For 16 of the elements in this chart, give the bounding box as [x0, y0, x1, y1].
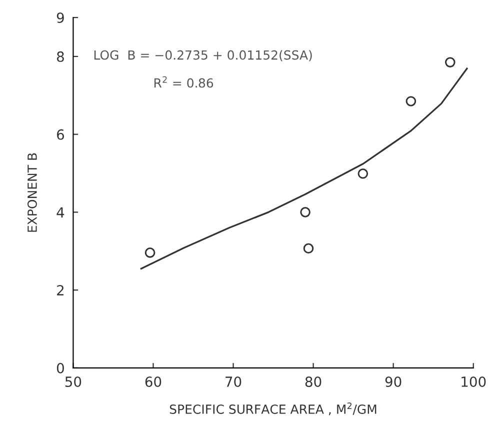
- y-tick-label: 4: [56, 207, 64, 218]
- y-tick-label: 9: [56, 12, 64, 23]
- x-tick-label: 90: [385, 376, 402, 388]
- y-tick-label: 2: [57, 285, 64, 296]
- y-axis-title: EXPONENT B: [27, 153, 37, 232]
- x-tick-label: 100: [462, 376, 486, 388]
- x-tick-label: 80: [305, 376, 322, 388]
- x-axis-title: SPECIFIC SURFACE AREA , M$^{2}$/GM: [170, 402, 376, 416]
- x-tick-label: 70: [226, 376, 242, 388]
- y-tick-label: 0: [56, 362, 64, 374]
- x-tick-label: 50: [65, 376, 82, 388]
- annotation: LOG B = −0.2735 + 0.01152(SSA): [94, 50, 312, 62]
- annotation: R$^{2}$ = 0.86: [154, 76, 214, 88]
- y-tick-label: 8: [56, 51, 64, 62]
- y-tick-label: 6: [57, 129, 64, 140]
- x-tick-label: 60: [145, 376, 162, 388]
